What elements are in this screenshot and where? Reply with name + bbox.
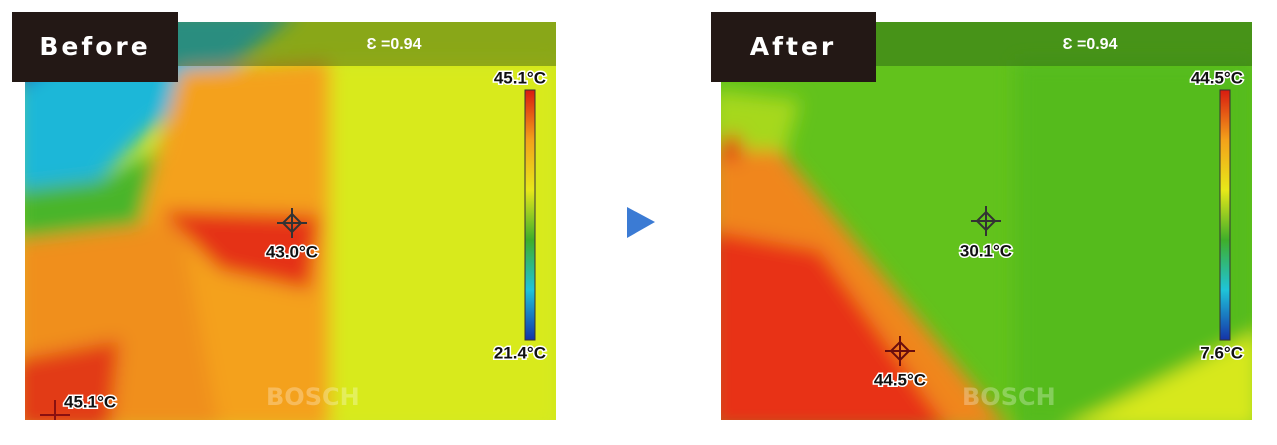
spot-temp: 43.0°C — [266, 242, 318, 261]
yellow-wall — [330, 60, 556, 420]
watermark: BOSCH — [266, 383, 360, 411]
scale-min: 7.6°C — [1200, 343, 1243, 362]
spot-temp: 30.1°C — [960, 241, 1012, 260]
crosshair — [885, 336, 915, 366]
spot-temp: 45.1°C — [64, 392, 116, 411]
scale-min: 21.4°C — [494, 343, 546, 362]
watermark: BOSCH — [962, 383, 1056, 411]
spot-temp: 44.5°C — [874, 370, 926, 389]
scale-max: 45.1°C — [494, 68, 546, 87]
label: Before — [39, 32, 150, 61]
crosshair-lines — [40, 400, 70, 420]
crosshair-lines — [885, 336, 915, 366]
scale-max: 44.5°C — [1191, 68, 1243, 87]
arrow — [627, 207, 655, 238]
yellow-floor — [1080, 334, 1252, 420]
emissivity: Ɛ =0.94 — [367, 36, 422, 53]
crosshair-lines — [971, 206, 1001, 236]
red-corner — [25, 340, 120, 420]
heat-regions — [25, 22, 556, 420]
crosshair — [40, 400, 70, 420]
crosshair — [971, 206, 1001, 236]
crosshair — [277, 208, 307, 238]
label: After — [750, 32, 836, 61]
heat-regions — [721, 60, 1252, 420]
color-scale — [1219, 89, 1231, 341]
red-spot — [721, 135, 741, 160]
crosshair-diamond — [281, 212, 303, 234]
label-box — [711, 12, 876, 82]
after-thermal-image: Ɛ =0.94 44.5°C 7.6°C 30.1°C 44.5°C BOSCH — [721, 22, 1252, 420]
emissivity: Ɛ =0.94 — [1063, 36, 1118, 53]
red-floor — [721, 231, 943, 420]
color-scale — [524, 89, 536, 341]
green-band — [25, 150, 180, 258]
label-box — [12, 12, 178, 82]
before-thermal-image: Ɛ =0.94 45.1°C 21.4°C 43.0°C 45.1°C BOSC… — [25, 22, 556, 420]
red-zone — [160, 210, 320, 290]
